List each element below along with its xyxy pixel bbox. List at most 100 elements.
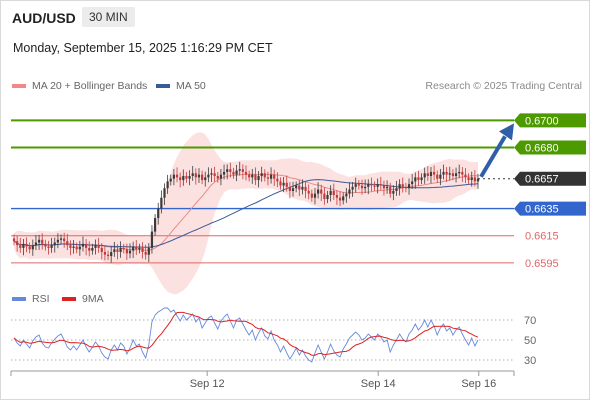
level-label-0.6635: 0.6635 [525,204,559,216]
candle-body [395,188,398,191]
candle-body [458,171,461,174]
level-tag-0.6700 [514,113,586,128]
level-label-0.6615: 0.6615 [525,231,559,243]
candle-body [451,173,455,176]
candle [103,245,107,261]
candle-body [97,245,100,248]
bollinger-band [14,132,478,295]
candle-body [266,177,270,179]
candle-body [110,252,113,257]
candle [166,174,169,194]
candle [66,233,69,251]
candle [182,169,185,186]
candle [345,187,348,203]
candle [414,172,417,189]
candle [367,179,370,195]
price-levels: 0.6700 0.6680 0.6635 0.6615 0.6595 [11,113,586,270]
candle [188,170,191,186]
candle-body [69,245,72,248]
candle [401,177,404,193]
candle [204,171,207,187]
candle [251,168,254,184]
candle [364,179,367,194]
candle [317,182,320,199]
candle-body [385,186,389,189]
candle-body [94,245,97,248]
datetime-label: Monday, September 15, 2025 1:16:29 PM CE… [13,41,273,55]
legend-ma-bb-label: MA 20 + Bollinger Bands [32,80,148,92]
candle-body [288,186,291,191]
candle [201,170,204,185]
candle [226,164,229,180]
candle-body [254,174,257,181]
rsi-ma-line [13,311,479,356]
candle [125,243,128,260]
candle [235,164,238,182]
candle-body [175,174,179,178]
candle-body [342,196,345,201]
candle [116,244,119,260]
level-label-0.6680: 0.6680 [525,143,559,155]
candle-body [119,247,122,252]
candle [75,242,78,254]
candle-body [304,186,307,191]
candle [323,187,326,205]
candle-body [367,184,370,187]
candle [41,233,44,250]
candle [291,181,295,197]
candle [175,167,179,183]
candle-body [182,176,185,181]
candle [160,190,163,214]
candle [295,181,298,193]
candle [72,240,75,254]
candle [417,170,420,186]
candle [34,235,38,251]
candle [298,179,301,197]
candle-body [197,174,201,178]
candle [157,202,160,225]
candle-body [467,177,470,181]
candle-body [56,239,59,243]
candle [301,179,304,195]
candle-body [37,239,41,243]
candle-body [285,182,288,187]
candle [310,189,313,202]
candle-body [226,169,229,172]
candle-body [204,177,207,181]
candle-body [19,245,22,248]
rsi-swatch [12,297,26,301]
candle [12,234,16,246]
candle-body [357,184,360,186]
candle [44,239,47,251]
candle [78,240,81,256]
candle-body [125,249,128,254]
candle [63,232,66,248]
candle [163,183,166,206]
candle-body [78,246,81,250]
candle-body [210,173,213,175]
candle [19,237,22,253]
legend-ma50: MA 50 [156,80,206,92]
candle-body [411,181,414,185]
candle [153,214,157,236]
timeframe-button[interactable]: 30 MIN [82,7,135,27]
candle [360,179,364,195]
candle [448,166,451,181]
candle [398,179,401,196]
candle [53,237,56,253]
candle-body [473,177,476,182]
candle-body [417,177,420,181]
candle-body [295,185,298,189]
candle [94,239,97,255]
x-tick-label: Sep 16 [461,378,496,390]
rsi-level-label: 30 [524,355,536,367]
candle-body [392,190,395,194]
candle [442,164,445,180]
candle-body [72,246,75,248]
candle-body [157,208,160,219]
candle-body [320,189,323,194]
candle-body [276,178,279,182]
candle-body [22,243,25,248]
candle [47,240,50,255]
candle-body [429,171,433,176]
